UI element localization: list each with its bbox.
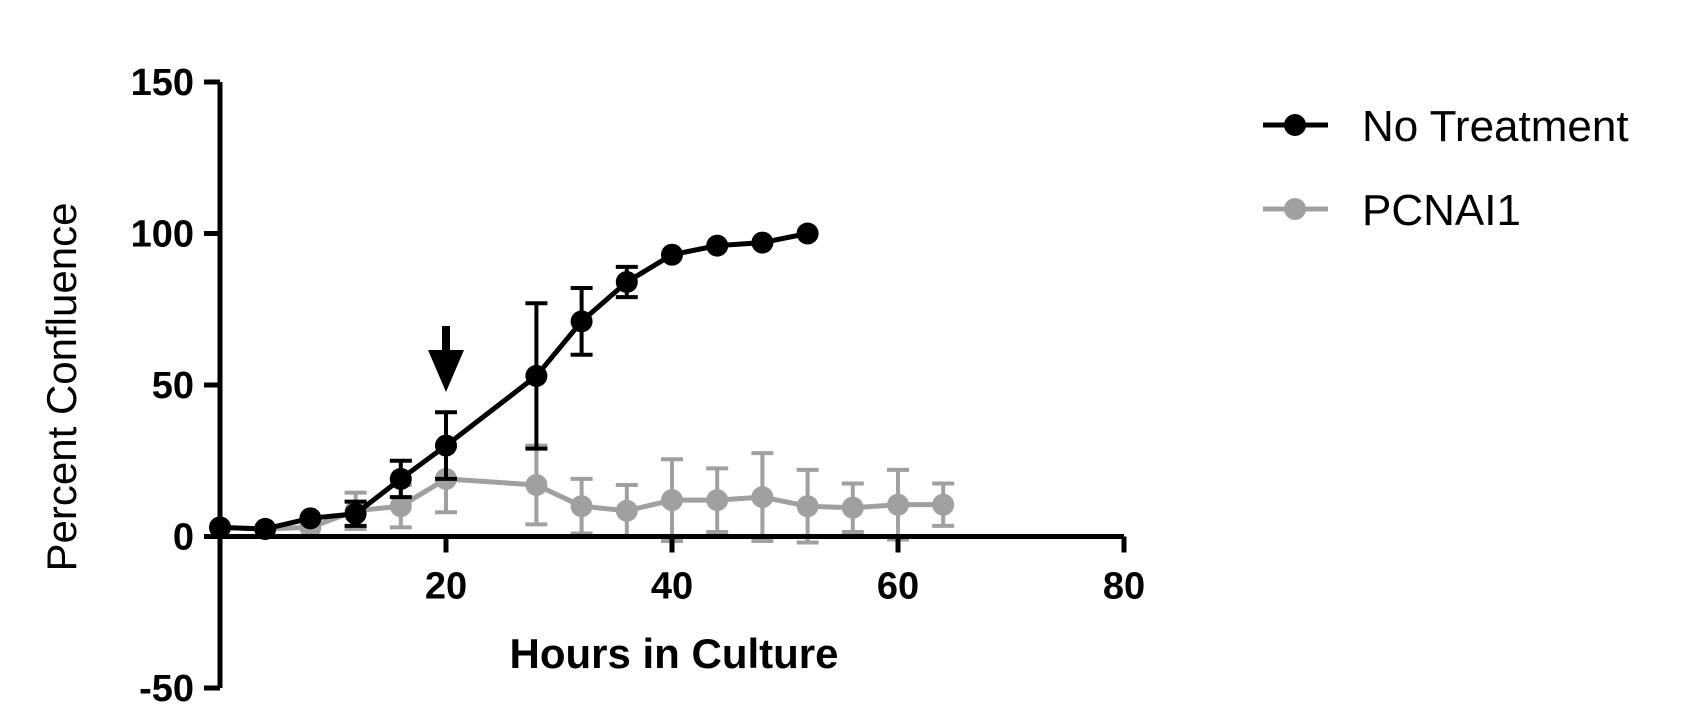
legend: No Treatment PCNAI1	[1263, 102, 1629, 235]
y-tick-label: 50	[152, 365, 194, 407]
series-0-point	[796, 222, 819, 245]
annotation-layer	[428, 326, 464, 392]
y-tick-label: -50	[139, 668, 194, 710]
y-tick-label: 150	[131, 62, 194, 104]
series-1-point	[570, 495, 593, 518]
series-0-point	[299, 507, 322, 530]
series-1-point	[796, 495, 819, 518]
series-1-point	[751, 486, 774, 509]
x-tick-label: 80	[1103, 566, 1145, 608]
series-0-point	[435, 434, 457, 457]
arrow-head	[428, 350, 464, 392]
y-tick-label: 100	[131, 214, 194, 256]
series-1-point	[525, 473, 548, 496]
series-0-point	[706, 234, 729, 257]
series-1-point	[932, 493, 955, 516]
series-0-point	[570, 310, 593, 333]
legend-label: PCNAI1	[1362, 186, 1521, 235]
x-tick-label: 20	[425, 566, 467, 608]
series-0-point	[661, 243, 683, 266]
series-1-point	[887, 493, 909, 516]
series-1-point	[661, 489, 683, 512]
x-axis-title: Hours in Culture	[509, 630, 838, 677]
axes-layer: -50 0 50 100 150 20 40 60 80 Hours in Culture Perc…	[38, 62, 1145, 710]
series-layer	[209, 222, 955, 545]
legend-label: No Treatment	[1362, 102, 1629, 151]
series-0-point	[751, 231, 774, 254]
series-0-point	[344, 502, 367, 525]
series-0-point	[389, 467, 412, 490]
legend-entry-0: No Treatment	[1263, 102, 1629, 151]
series-0-point	[525, 364, 548, 387]
legend-marker	[1284, 198, 1306, 220]
series-1-point	[389, 495, 412, 518]
series-1-point	[615, 499, 638, 522]
legend-entry-1: PCNAI1	[1263, 186, 1521, 235]
series-1-line	[219, 476, 944, 532]
series-1-point	[841, 496, 864, 519]
x-tick-label: 40	[651, 566, 693, 608]
y-axis-title: Percent Confluence	[38, 203, 85, 572]
series-0-point	[615, 270, 638, 293]
x-tick-label: 60	[877, 566, 919, 608]
y-tick-label: 0	[173, 517, 194, 559]
series-0	[209, 222, 819, 540]
legend-marker	[1284, 114, 1306, 136]
series-1-point	[706, 489, 729, 512]
series-1	[209, 443, 955, 545]
